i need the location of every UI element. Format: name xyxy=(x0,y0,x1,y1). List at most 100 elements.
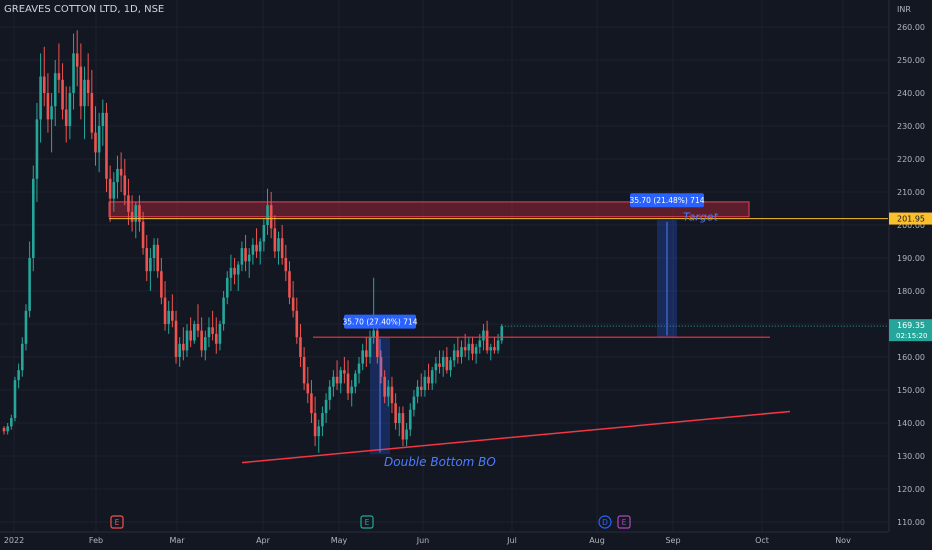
candle-body xyxy=(200,330,203,351)
candle-body xyxy=(185,330,189,351)
candle xyxy=(10,414,13,430)
candle xyxy=(438,350,441,374)
candle-body xyxy=(332,376,335,387)
candle xyxy=(130,195,134,232)
candle-body xyxy=(467,343,471,351)
last-price-tag xyxy=(889,319,932,342)
candle-body xyxy=(10,418,13,427)
candle xyxy=(79,43,83,120)
target-label: Target xyxy=(683,211,719,224)
candle-body xyxy=(218,324,222,344)
event-marker-shape xyxy=(110,515,124,529)
candle-body xyxy=(343,370,346,374)
x-tick-label: May xyxy=(331,536,348,545)
candle-body xyxy=(130,211,134,222)
y-tick-label: 200.00 xyxy=(897,221,925,230)
candle xyxy=(28,241,31,318)
candle xyxy=(489,343,493,361)
y-tick-label: 140.00 xyxy=(897,419,925,428)
candle xyxy=(291,281,295,318)
candle-body xyxy=(262,225,266,242)
candle-body xyxy=(376,330,379,357)
candle xyxy=(317,419,321,453)
candle xyxy=(339,366,343,394)
y-tick-label: 180.00 xyxy=(897,287,925,296)
candle xyxy=(218,320,222,351)
candle-body xyxy=(163,297,167,324)
candle-body xyxy=(108,178,112,199)
candle-body xyxy=(441,357,445,367)
x-tick-label: Aug xyxy=(589,536,605,545)
drawings: 35.70 (27.40%) 714 35.70 (21.48%) 714 Doub… xyxy=(109,193,888,469)
x-tick-label: 2022 xyxy=(4,536,24,545)
candle-body xyxy=(50,106,53,120)
candle-body xyxy=(449,360,452,371)
candle-body xyxy=(28,258,31,311)
candle xyxy=(288,261,291,305)
candle-body xyxy=(214,333,218,344)
candle xyxy=(189,317,192,348)
event-marker: E xyxy=(360,515,374,529)
candle xyxy=(2,426,6,435)
candle-body xyxy=(321,413,324,427)
candle-body xyxy=(295,310,299,338)
candle-body xyxy=(123,175,127,196)
candle-body xyxy=(112,182,116,199)
x-axis: 2022 Feb Mar Apr May Jun Jul Aug Sep Oct Nov xyxy=(0,531,888,545)
candle xyxy=(273,215,277,258)
candle-body xyxy=(372,330,375,338)
candle xyxy=(31,165,35,272)
countdown-label: 02:15:20 xyxy=(896,332,927,340)
candle xyxy=(390,376,394,414)
candle xyxy=(266,188,269,235)
candle-body xyxy=(482,330,485,341)
measure-2-label: 35.70 (21.48%) 714 xyxy=(629,196,704,205)
candle-body xyxy=(387,386,390,397)
candle xyxy=(423,370,427,397)
candle xyxy=(127,178,130,225)
measure-1-box xyxy=(344,314,416,329)
candle xyxy=(196,304,200,338)
candle-body xyxy=(182,343,185,351)
candle-body xyxy=(354,373,357,387)
candle xyxy=(258,238,262,265)
event-marker-label: D xyxy=(602,518,608,527)
candle-body xyxy=(119,168,123,176)
candle xyxy=(493,337,496,354)
candle xyxy=(119,152,123,192)
candle-body xyxy=(61,79,64,110)
candle-body xyxy=(291,297,295,311)
candle-body xyxy=(6,426,9,432)
candle xyxy=(207,317,211,348)
candle-body xyxy=(379,357,383,377)
candle xyxy=(471,337,474,361)
alert-price-tag xyxy=(889,212,932,225)
x-tick-label: Sep xyxy=(665,536,680,545)
candles xyxy=(2,30,504,453)
candle xyxy=(408,403,412,437)
candle-body xyxy=(383,376,386,397)
candle-body xyxy=(299,337,302,357)
candle-body xyxy=(306,383,310,394)
candle xyxy=(229,254,233,291)
x-tick-label: Apr xyxy=(256,536,271,545)
candle-body xyxy=(222,297,225,324)
candle-body xyxy=(258,241,262,252)
candle xyxy=(434,357,438,384)
candle-body xyxy=(361,350,364,364)
candle-body xyxy=(288,271,291,298)
candle xyxy=(412,390,416,417)
candle-body xyxy=(471,343,474,354)
candle-body xyxy=(42,76,46,93)
candle-body xyxy=(324,399,328,414)
measure-1-label: 35.70 (27.40%) 714 xyxy=(342,318,417,327)
candle xyxy=(39,53,42,143)
candle xyxy=(61,63,64,120)
candle xyxy=(449,357,452,377)
candle xyxy=(83,66,86,140)
candle xyxy=(299,324,302,367)
candle-body xyxy=(72,53,75,93)
candle-body xyxy=(145,248,149,272)
